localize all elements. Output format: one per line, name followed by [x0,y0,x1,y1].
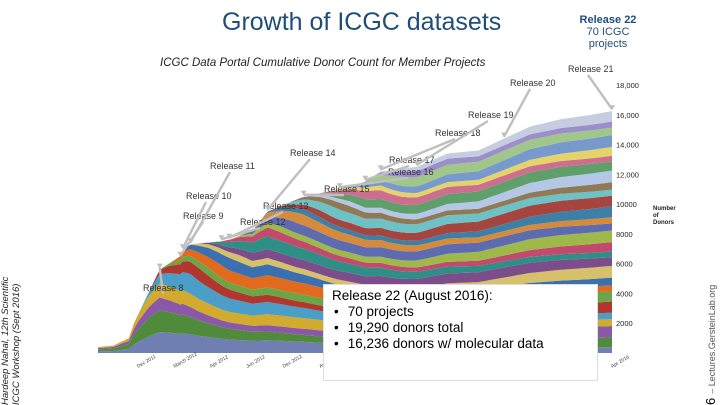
y-tick-label: 12,000 [616,170,639,179]
annotation-arrowhead [156,263,163,269]
annotation-arrow [181,201,208,249]
area-layer [98,217,612,347]
x-tick-label: Jun 2012 [245,354,266,370]
annotation-arrowhead [336,183,343,189]
y-tick-label: 14,000 [616,141,639,150]
chart-title: ICGC Data Portal Cumulative Donor Count … [160,57,486,69]
area-layer [98,189,612,347]
annotation-arrowhead [264,205,271,211]
annotation-arrowhead [377,165,384,171]
release-label: Release 21 [568,64,614,74]
annotation-arrow [189,171,232,243]
release-summary-item: 19,290 donors total [334,320,589,336]
annotation-arrow [266,158,311,211]
annotation-arrowhead [179,244,186,250]
slide-number: 6 [703,397,718,405]
annotation-arrow [221,226,261,241]
release-summary-list: 70 projects 19,290 donors total 16,236 d… [332,304,589,352]
area-layer [98,170,612,347]
annotation-arrowhead [187,238,194,244]
area-layer [98,195,612,347]
annotation-arrowhead [413,160,420,166]
lab-credit-text: – Lectures.GersteinLab.org [707,284,717,394]
release-summary-item: 16,236 donors w/ molecular data [334,336,589,352]
release-label: Release 17 [389,155,435,165]
y-tick-label: 10000 [616,200,637,209]
y-tick-label: 4000 [616,289,633,298]
y-tick-label: 6000 [616,260,633,269]
release-summary-box: Release 22 (August 2016): 70 projects 19… [323,284,598,381]
area-layer [98,206,612,347]
annotation-arrowhead [226,233,233,239]
release-label: Release 19 [468,110,514,120]
workshop-credit: Hardeep Nahal, 12th Scientific ICGC Work… [0,277,22,405]
annotation-arrow [503,88,532,138]
annotation-arrowhead [362,175,369,181]
x-tick-label: Apr 2012 [209,354,230,369]
release-label: Release 18 [435,128,481,138]
y-tick-label: 2000 [616,319,633,328]
x-tick-label: Apr 2016 [610,354,631,369]
release-label: Release 20 [510,78,556,88]
annotation-arrowhead [609,105,615,111]
annotation-arrow [339,176,409,189]
x-tick-label: Dec 2011 [136,354,157,370]
annotation-arrowhead [218,235,225,241]
release-callout: Release 22 70 ICGC projects [568,14,648,50]
y-tick-label: 18,000 [616,81,639,90]
release-callout-line2: 70 ICGC [586,26,630,38]
release-label: Release 15 [324,184,370,194]
workshop-credit-line1: Hardeep Nahal, 12th Scientific [0,276,11,405]
annotation-arrow [380,137,456,171]
release-label: Release 14 [290,148,336,158]
x-tick-label: March 2012 [173,351,199,370]
area-layer [98,161,612,347]
y-axis-label: Number of Donors [653,206,676,226]
release-summary-item: 70 projects [334,304,589,320]
release-label: Release 8 [143,283,184,293]
annotation-arrow [416,119,489,166]
annotation-arrow [158,267,165,295]
release-callout-line3: projects [588,38,628,50]
page-title: Growth of ICGC datasets [222,8,502,36]
area-layer [98,222,612,347]
release-label: Release 11 [210,161,255,171]
y-tick-label: 16,000 [616,111,639,120]
y-tick-label: 8000 [616,230,633,239]
workshop-credit-line2: ICGC Workshop (Sept 2016) [11,283,22,405]
release-label: Release 16 [388,167,434,177]
annotation-arrow [364,164,410,181]
release-callout-line1: Release 22 [579,14,637,26]
lab-credit: 6 – Lectures.GersteinLab.org [703,284,719,405]
annotation-arrow [228,210,284,239]
release-label: Release 9 [183,211,224,221]
release-label: Release 10 [186,191,232,201]
annotation-arrowhead [300,190,307,196]
area-layer [98,210,612,347]
release-summary-heading: Release 22 (August 2016): [332,288,493,303]
y-axis: 2000 4000 6000 8000 10000 12,000 14,000 16,000 1… [616,81,639,328]
annotation-arrow [587,74,613,110]
release-label: Release 13 [263,201,309,211]
annotation-arrowhead [177,251,184,257]
release-annotations: Release 8 Release 9 Release 10 Release 11 Re… [143,64,615,295]
x-tick-label: Dec 2012 [282,354,304,370]
annotation-arrowhead [501,132,508,138]
area-layer [98,155,612,347]
